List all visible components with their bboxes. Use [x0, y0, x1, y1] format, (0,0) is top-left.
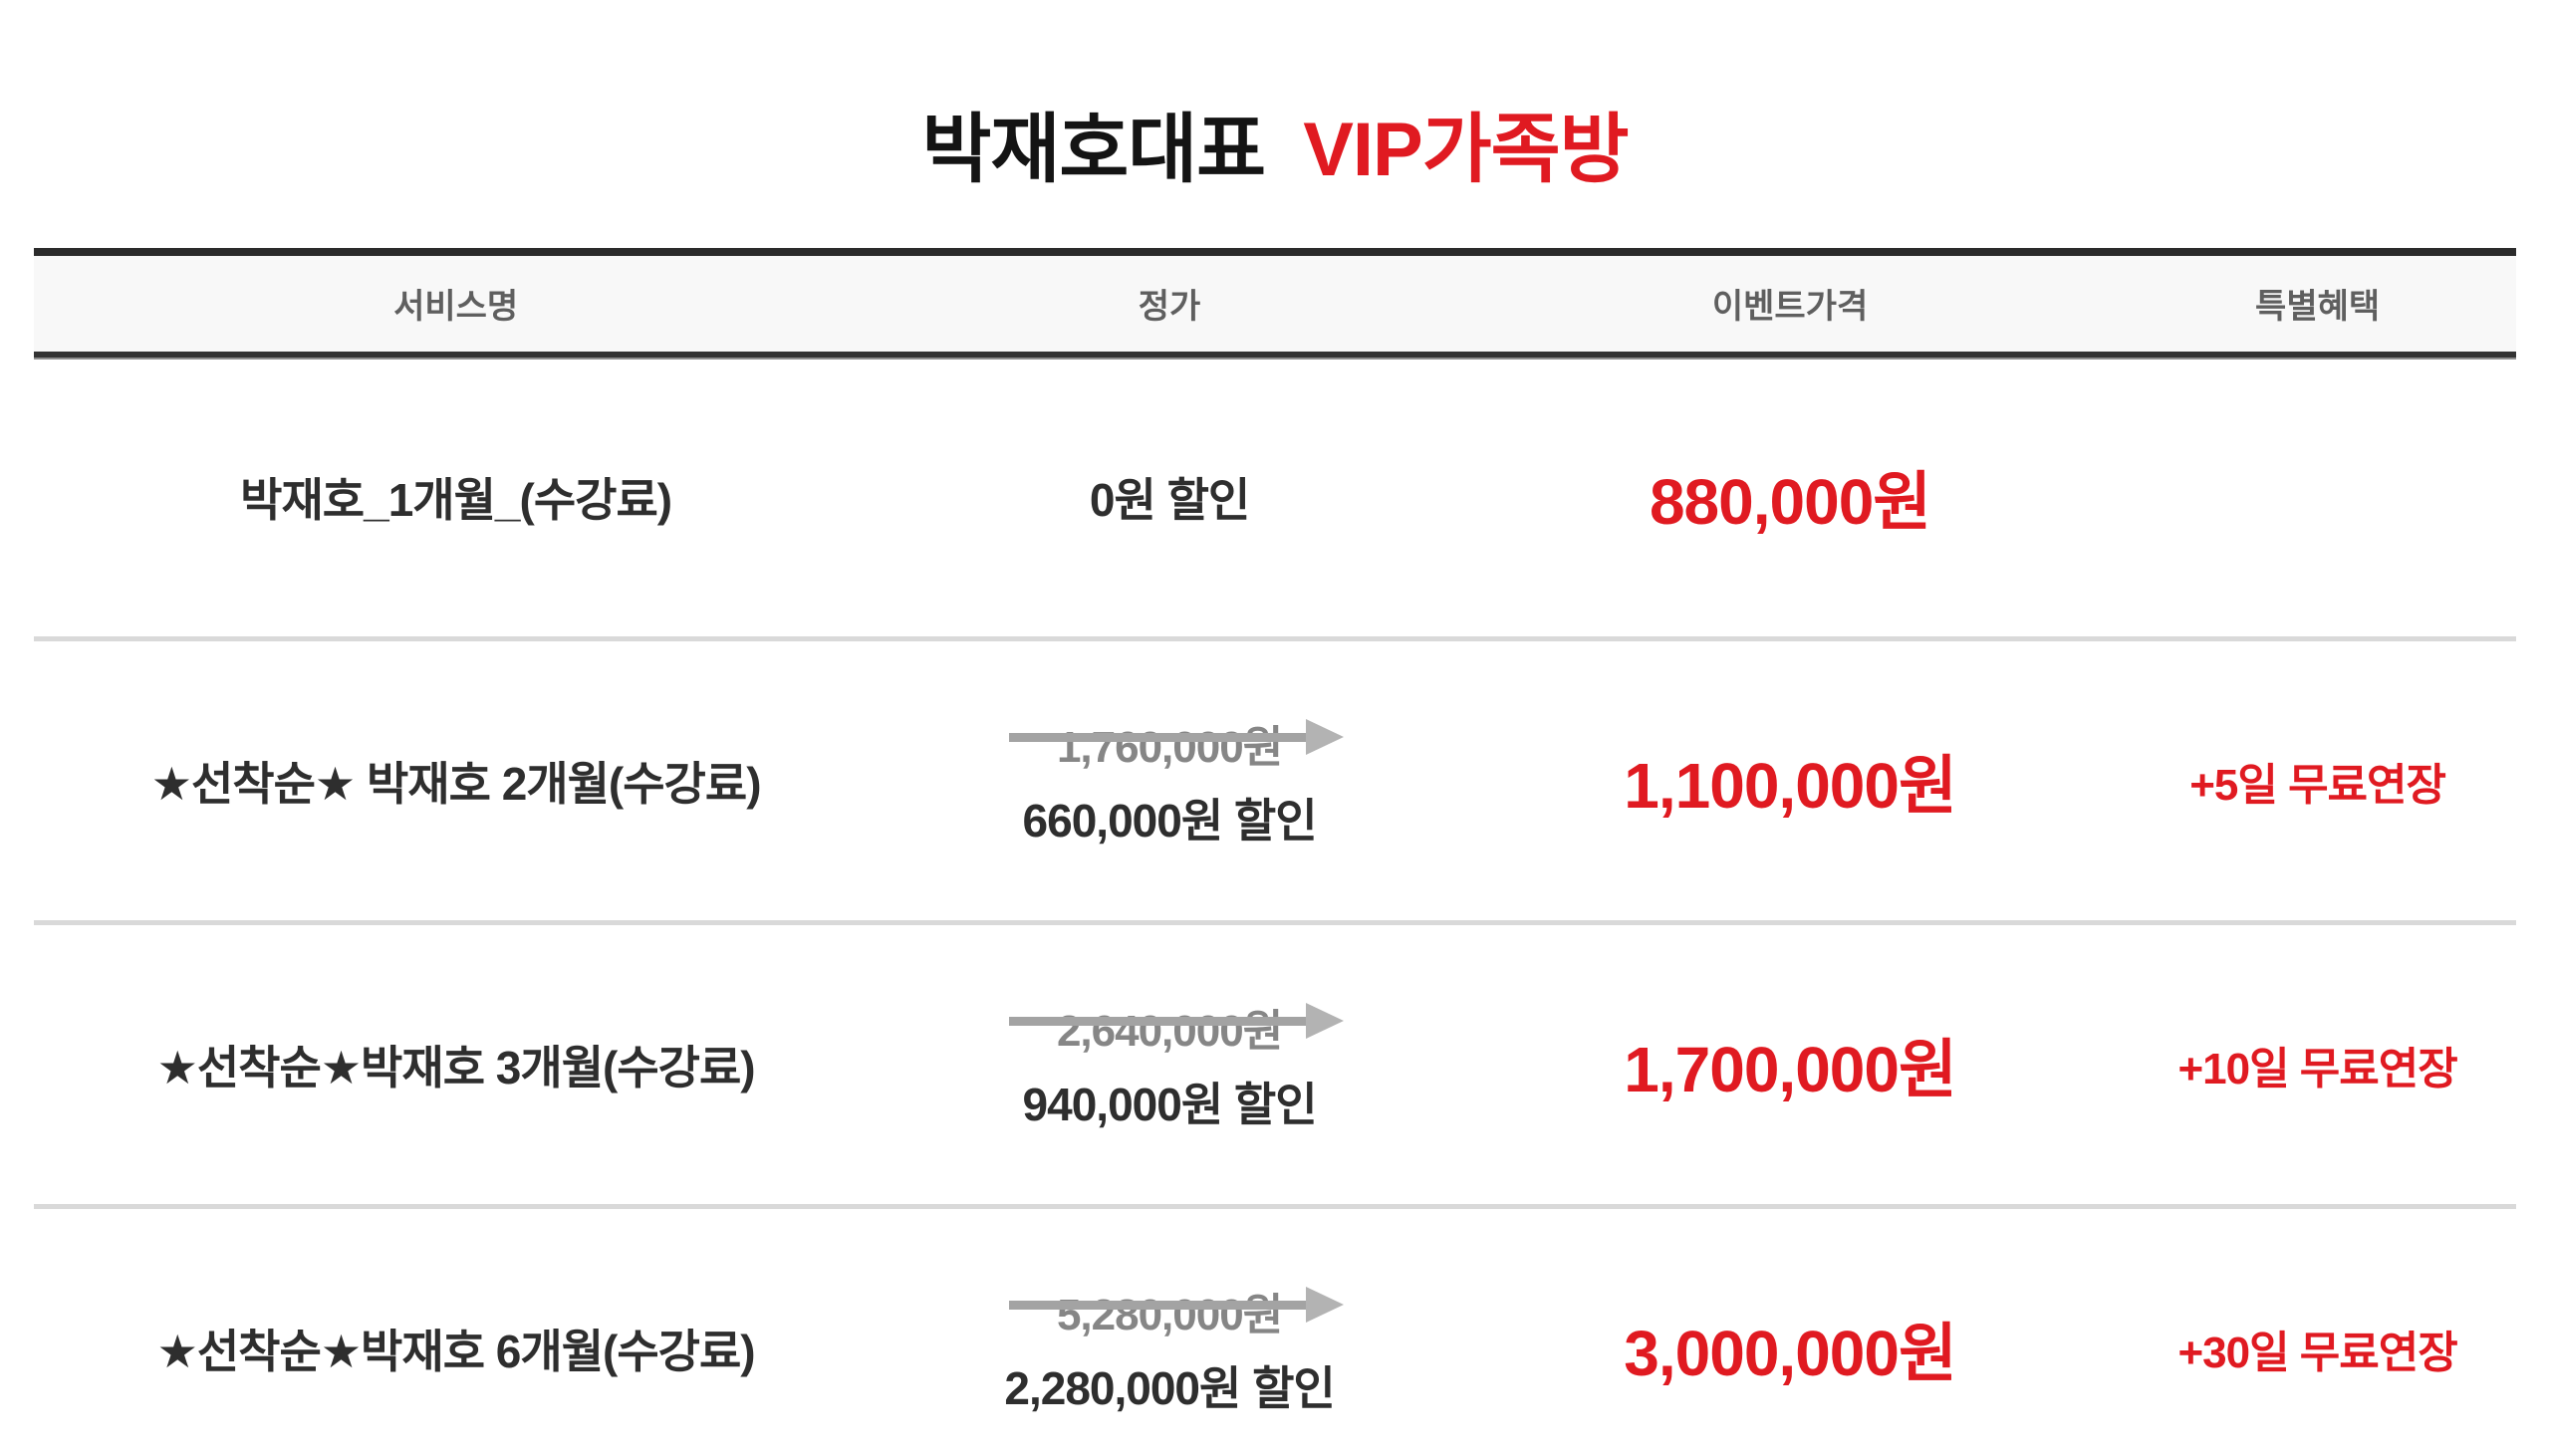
- pricing-table: 서비스명 정가 이벤트가격 특별혜택 박재호_1개월_(수강료) 0원 할인 8…: [34, 247, 2516, 1456]
- special-benefit: +5일 무료연장: [2189, 760, 2446, 810]
- table-row: ★선착순★박재호 3개월(수강료) 2,640,000원 940,000원 할인…: [34, 919, 2516, 1204]
- original-price-strikethrough: 5,280,000원: [1008, 1279, 1345, 1342]
- table-row: ★선착순★박재호 6개월(수강료) 5,280,000원 2,280,000원 …: [34, 1203, 2516, 1456]
- special-benefit: +10일 무료연장: [2177, 1044, 2457, 1093]
- page-title-black: 박재호대표: [921, 107, 1267, 192]
- header-service: 서비스명: [393, 288, 519, 327]
- service-name: ★선착순★ 박재호 2개월(수강료): [150, 757, 762, 810]
- event-price: 3,000,000원: [1624, 1317, 1957, 1389]
- service-name: ★선착순★박재호 6개월(수강료): [156, 1325, 756, 1377]
- regular-price-cell: 5,280,000원 2,280,000원 할인: [878, 1279, 1461, 1418]
- original-price-strikethrough: 2,640,000원: [1008, 995, 1345, 1059]
- page-title-red: VIP가족방: [1303, 107, 1629, 192]
- special-benefit: +30일 무료연장: [2177, 1328, 2457, 1377]
- original-price-text: 1,760,000원: [1056, 722, 1283, 772]
- event-price: 1,700,000원: [1624, 1033, 1957, 1105]
- discount-amount: 0원 할인: [1089, 473, 1250, 526]
- original-price-text: 5,280,000원: [1056, 1290, 1283, 1339]
- discount-amount: 940,000원 할인: [1022, 1078, 1318, 1130]
- service-name: ★선착순★박재호 3개월(수강료): [156, 1041, 756, 1093]
- event-price: 1,100,000원: [1624, 749, 1957, 822]
- discount-amount: 660,000원 할인: [1022, 794, 1318, 847]
- discount-amount: 2,280,000원 할인: [1004, 1361, 1335, 1414]
- page-title: 박재호대표 VIP가족방: [0, 51, 2550, 197]
- table-header-row: 서비스명 정가 이벤트가격 특별혜택: [34, 247, 2516, 358]
- original-price-text: 2,640,000원: [1056, 1006, 1283, 1056]
- regular-price-cell: 1,760,000원 660,000원 할인: [878, 711, 1461, 850]
- table-row: ★선착순★ 박재호 2개월(수강료) 1,760,000원 660,000원 할…: [34, 635, 2516, 920]
- original-price-strikethrough: 1,760,000원: [1008, 711, 1345, 775]
- event-price: 880,000원: [1649, 465, 1931, 538]
- regular-price-cell: 0원 할인: [878, 464, 1461, 530]
- header-event-price: 이벤트가격: [1711, 288, 1869, 327]
- regular-price-cell: 2,640,000원 940,000원 할인: [878, 995, 1461, 1134]
- service-name: 박재호_1개월_(수강료): [240, 473, 672, 526]
- header-regular-price: 정가: [1138, 288, 1201, 327]
- table-row: 박재호_1개월_(수강료) 0원 할인 880,000원: [34, 358, 2516, 636]
- header-benefit: 특별혜택: [2255, 288, 2381, 327]
